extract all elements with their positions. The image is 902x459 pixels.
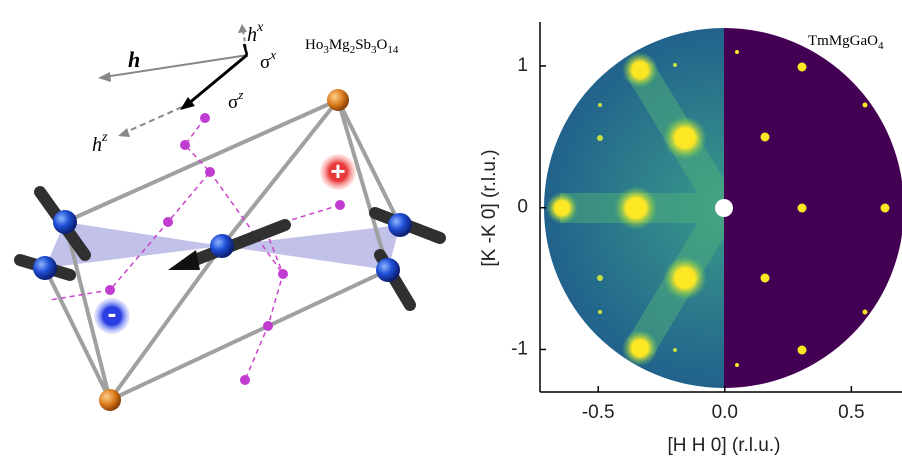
structure-diagram xyxy=(20,24,440,411)
label-sigma-x: σx xyxy=(260,47,276,73)
title-subscript: 4 xyxy=(878,40,884,52)
figure: h hx σx σz hz Ho3Mg2Sb3O14 + - TmMgGaO4 … xyxy=(0,0,902,459)
diffraction-map xyxy=(540,22,902,392)
formula-part: O xyxy=(377,37,388,53)
label-base: h xyxy=(247,24,257,46)
y-tick-label: 1 xyxy=(517,55,528,76)
formula-part: Mg xyxy=(329,37,350,53)
plus-charge: + xyxy=(330,156,345,186)
y-tick-label: -1 xyxy=(511,338,528,359)
map-title: TmMgGaO4 xyxy=(808,33,884,51)
x-tick-label: -0.5 xyxy=(582,402,615,423)
title-part: TmMgGaO xyxy=(808,33,878,49)
label-sup: x xyxy=(269,47,276,62)
formula: Ho3Mg2Sb3O14 xyxy=(305,37,399,55)
formula-part: Sb xyxy=(355,37,371,53)
label-sup: x xyxy=(256,20,264,35)
label-base: h xyxy=(92,134,102,156)
label-base: σ xyxy=(260,52,270,73)
x-tick-label: 0.5 xyxy=(838,402,864,423)
label-hz: hz xyxy=(92,130,108,155)
label-h: h xyxy=(128,47,140,72)
y-tick-label: 0 xyxy=(517,197,528,218)
label-hx: hx xyxy=(247,20,264,45)
label-sigma-z: σz xyxy=(228,87,243,113)
y-axis-label: [K -K 0] (r.l.u.) xyxy=(479,149,500,266)
x-tick-label: 0.0 xyxy=(712,402,738,423)
formula-subscript: 14 xyxy=(387,44,399,56)
minus-charge: - xyxy=(108,298,117,328)
x-axis-label: [H H 0] (r.l.u.) xyxy=(668,435,781,456)
label-base: σ xyxy=(228,92,238,113)
label-sup: z xyxy=(237,87,243,102)
formula-part: Ho xyxy=(305,37,323,53)
label-sup: z xyxy=(101,130,108,145)
